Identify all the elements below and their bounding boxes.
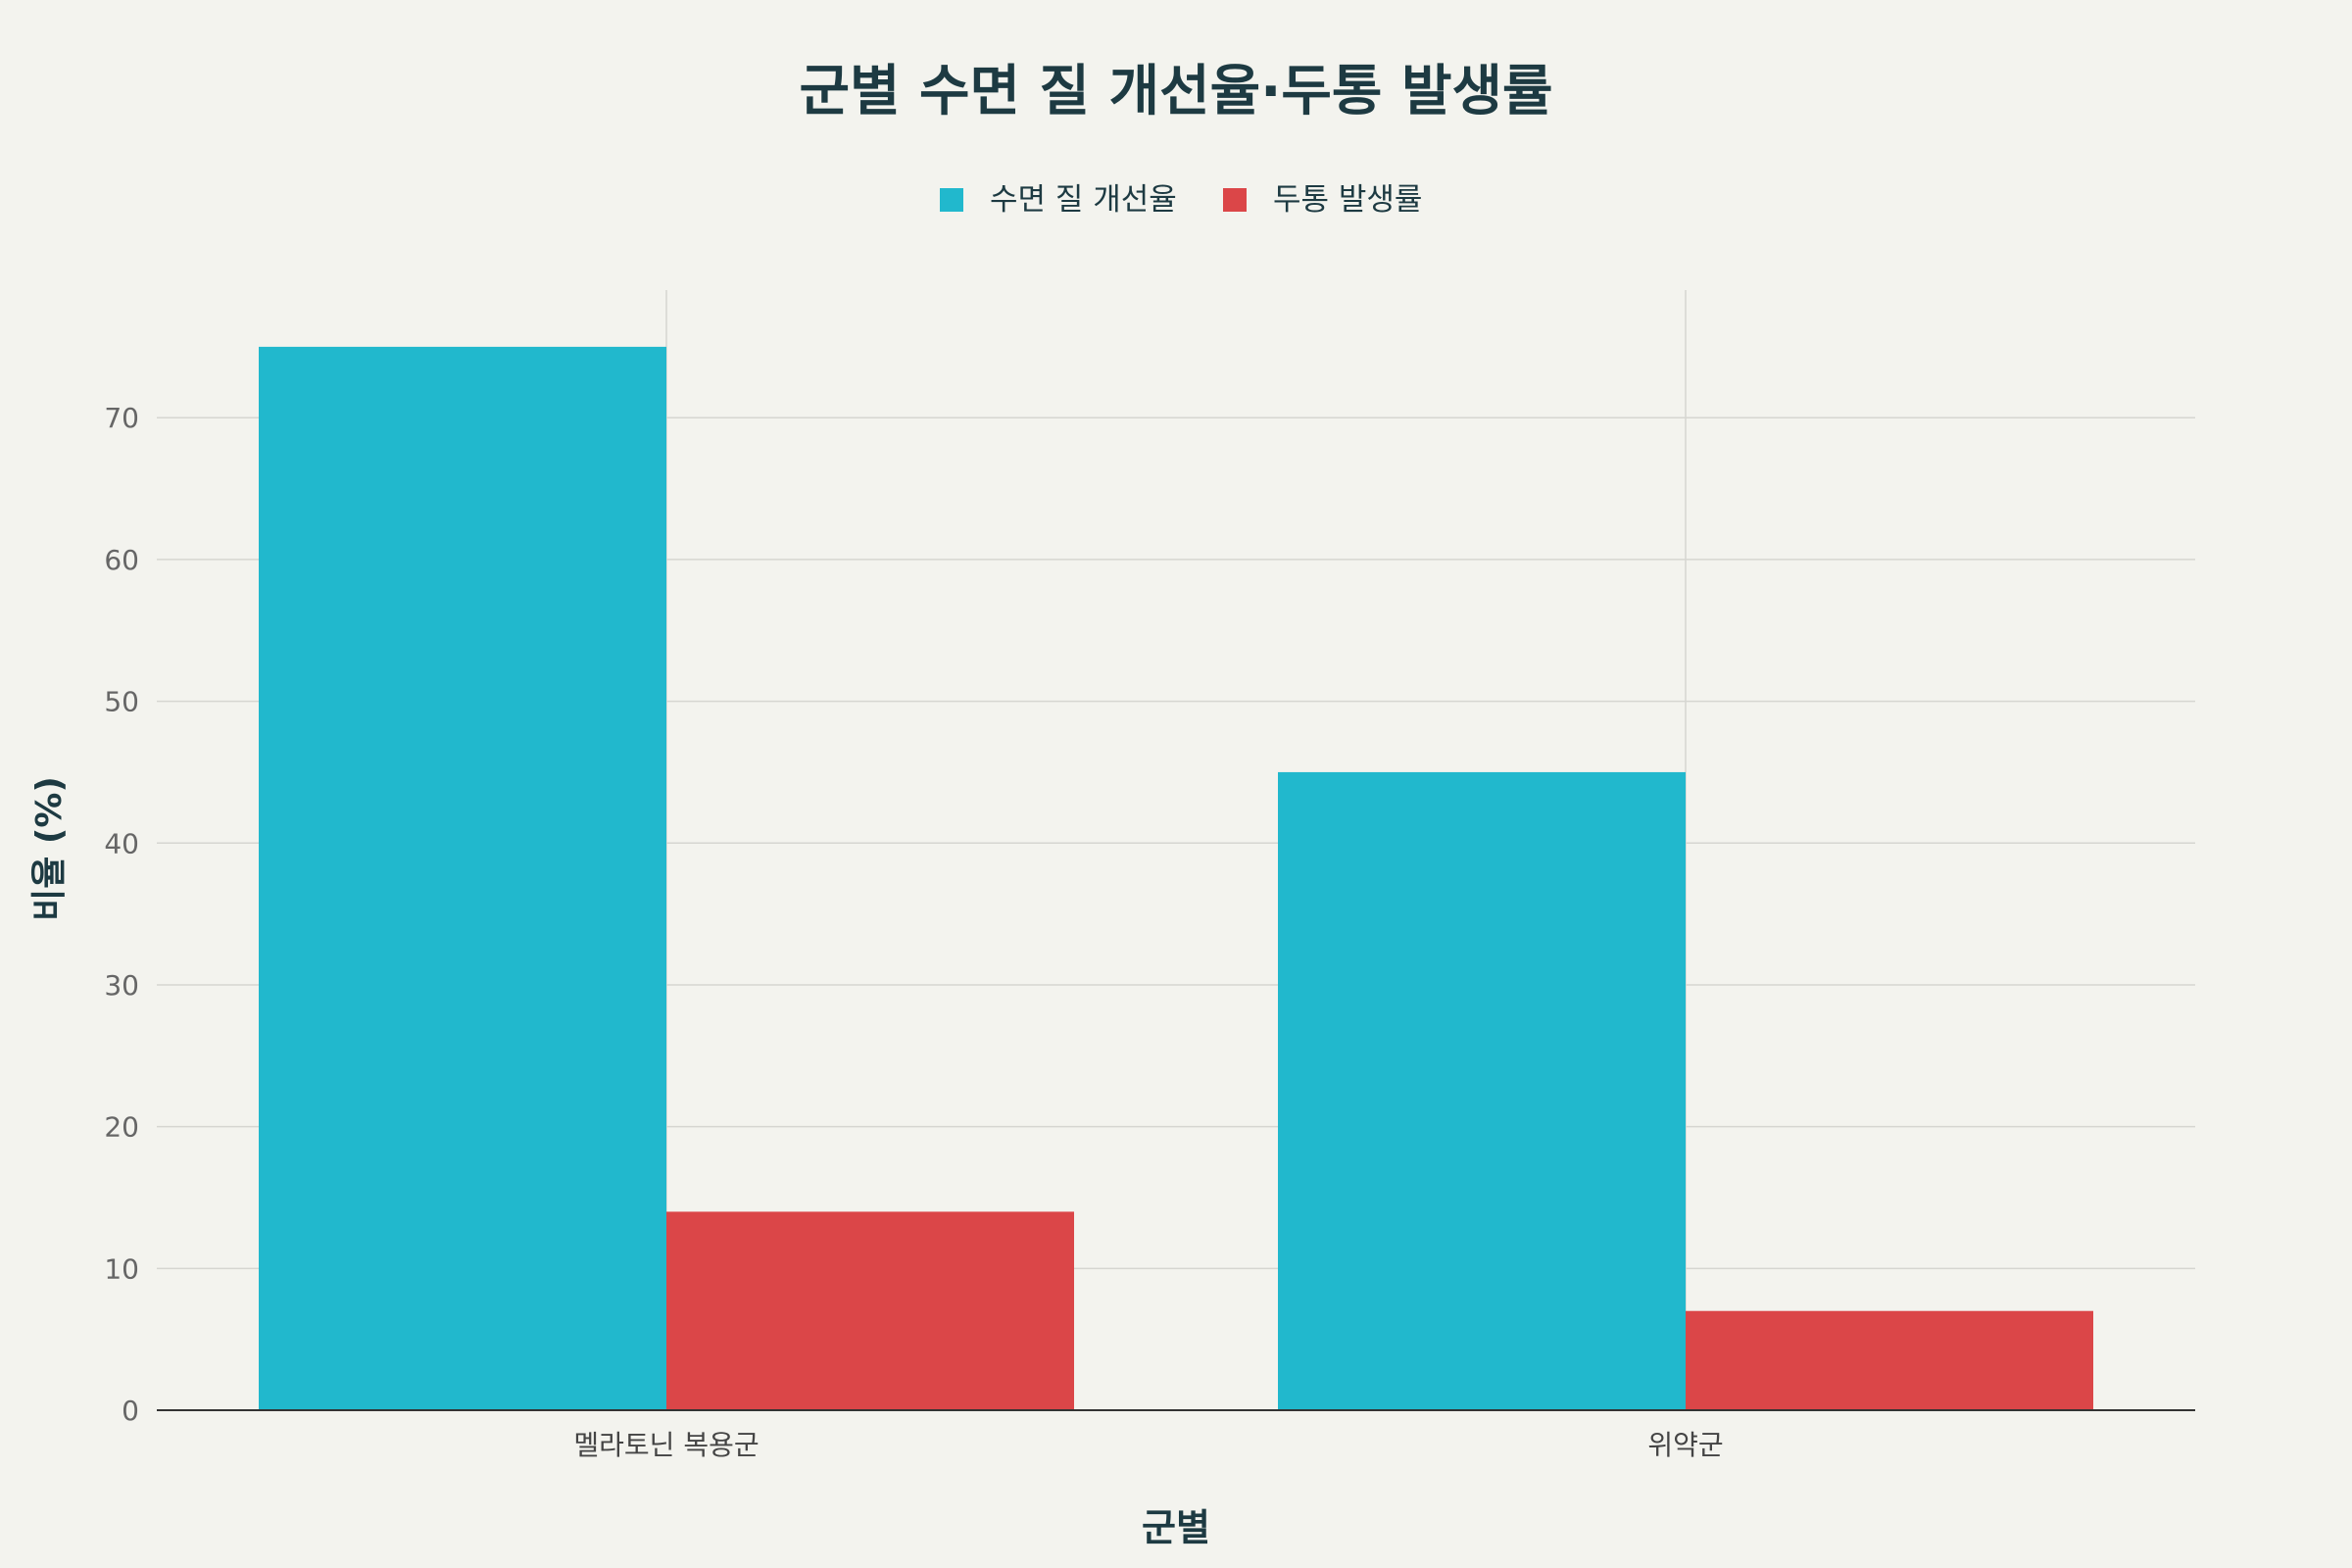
x-tick-label: 위약군 (1647, 1429, 1723, 1461)
legend-swatch-headache (1223, 188, 1247, 212)
x-tick-labels: 멜라토닌 복용군 위약군 (573, 1429, 1723, 1461)
y-tick-label: 0 (122, 1395, 139, 1427)
y-tick-label: 70 (104, 402, 139, 434)
y-tick-label: 40 (104, 827, 139, 859)
bar-headache-1 (1686, 1310, 2093, 1410)
bar-headache-0 (666, 1211, 1074, 1410)
chart-title: 군별 수면 질 개선율·두통 발생률 (799, 60, 1552, 123)
y-tick-label: 60 (104, 544, 139, 576)
y-tick-label: 20 (104, 1111, 139, 1144)
y-tick-label: 50 (104, 686, 139, 718)
bar-sleep-improvement-0 (259, 346, 666, 1410)
y-tick-label: 10 (104, 1252, 139, 1285)
x-tick-label: 멜라토닌 복용군 (573, 1429, 759, 1461)
bar-sleep-improvement-1 (1278, 771, 1686, 1410)
y-tick-label: 30 (104, 969, 139, 1002)
legend: 수면 질 개선율 두통 발생률 (940, 182, 1422, 218)
bars (259, 346, 2093, 1410)
legend-swatch-sleep (940, 188, 963, 212)
x-axis-title: 군별 (1142, 1506, 1210, 1549)
y-tick-labels: 0 10 20 30 40 50 60 70 (104, 402, 139, 1427)
legend-label-sleep: 수면 질 개선율 (990, 182, 1177, 218)
y-axis-title: 비율 (%) (29, 776, 70, 921)
legend-label-headache: 두통 발생률 (1273, 182, 1422, 218)
